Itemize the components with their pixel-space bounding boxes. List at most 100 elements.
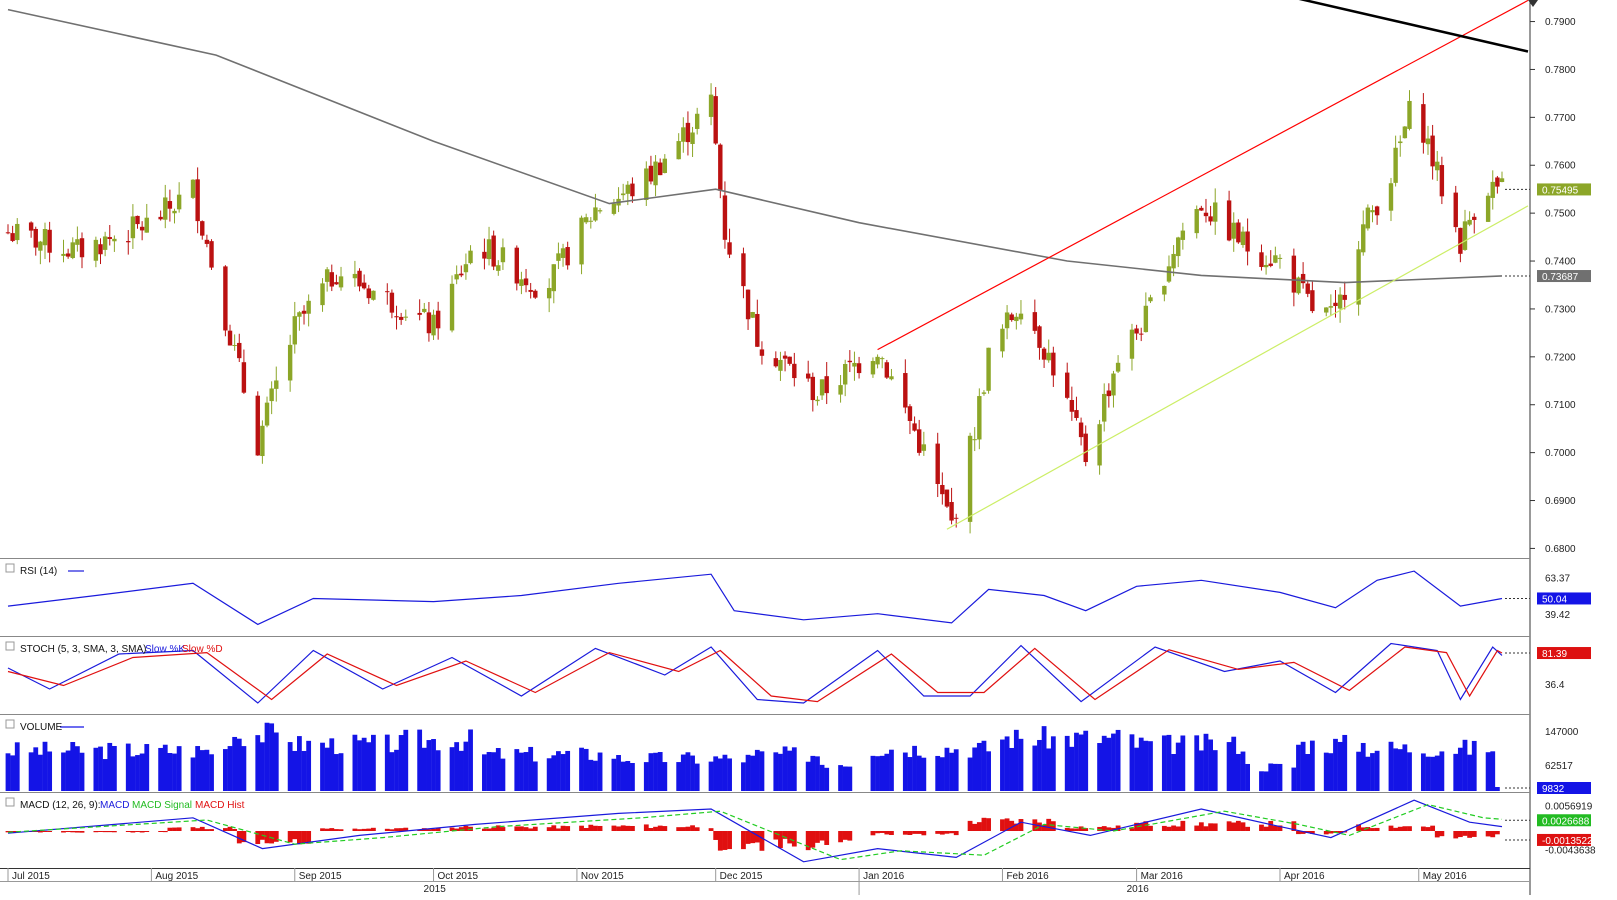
macd-hist-bar xyxy=(1143,821,1149,831)
candle-body xyxy=(329,272,334,287)
volume-bar xyxy=(847,766,853,791)
macd-hist-bar xyxy=(454,828,460,831)
volume-bar xyxy=(1240,751,1246,791)
macd-hist-bar xyxy=(93,831,99,833)
macd-hist-bar xyxy=(1291,821,1297,831)
volume-bar xyxy=(597,752,603,791)
price-tick-label: 0.7400 xyxy=(1545,257,1576,268)
volume-bar xyxy=(482,754,487,791)
candle-body xyxy=(954,517,959,519)
candle-body xyxy=(1458,227,1463,254)
moving-average-line xyxy=(7,8,1503,284)
macd-hist-bar xyxy=(1462,831,1468,836)
volume-bar xyxy=(546,758,552,791)
volume-bar xyxy=(10,755,16,791)
candle-body xyxy=(579,217,584,265)
macd-hist-bar xyxy=(329,828,335,831)
volume-bar xyxy=(514,749,520,791)
volume-bar xyxy=(421,747,427,791)
macd-hist-bar xyxy=(1259,824,1264,831)
volume-bar xyxy=(70,742,76,791)
candle-body xyxy=(648,165,654,182)
volume-bar xyxy=(403,729,409,791)
macd-hist-bar xyxy=(306,831,312,844)
macd-hist-bar xyxy=(486,828,492,831)
month-label: Mar 2016 xyxy=(1141,871,1184,882)
candle-body xyxy=(560,248,566,258)
candle-body xyxy=(556,253,561,261)
volume-bar xyxy=(167,753,173,791)
volume-bar xyxy=(611,758,617,791)
volume-bar xyxy=(287,742,293,791)
macd-hist-bar xyxy=(842,831,848,840)
macd-hist-bar xyxy=(1037,822,1042,831)
macd-legend: MACD xyxy=(100,800,129,811)
volume-bar xyxy=(1323,752,1329,791)
candle-body xyxy=(98,244,103,255)
candle-body xyxy=(403,316,408,318)
macd-hist-bar xyxy=(838,831,843,843)
candle-body xyxy=(1106,390,1112,397)
volume-bar xyxy=(986,751,991,791)
candle-body xyxy=(1037,326,1042,348)
volume-bar xyxy=(93,747,99,791)
candle-body xyxy=(15,223,20,241)
volume-bar xyxy=(819,764,825,791)
volume-bar xyxy=(1171,753,1176,791)
candle-body xyxy=(1213,202,1218,222)
candle-body xyxy=(528,289,533,292)
candle-body xyxy=(1421,104,1426,143)
macd-hist-bar xyxy=(1203,826,1209,831)
candle-body xyxy=(676,141,681,160)
candle-body xyxy=(657,162,663,176)
volume-bar xyxy=(838,765,843,791)
macd-hist-bar xyxy=(773,831,779,840)
candle-body xyxy=(431,314,436,336)
candle-body xyxy=(75,239,80,245)
volume-bar xyxy=(463,741,469,791)
candle-body xyxy=(1263,264,1269,268)
volume-bar xyxy=(1032,745,1038,791)
macd-hist-bar xyxy=(810,831,816,848)
macd-hist-bar xyxy=(1194,825,1200,831)
macd-hist-bar xyxy=(690,825,695,831)
macd-hist-bar xyxy=(722,831,728,850)
macd-hist-bar xyxy=(495,825,501,831)
candle-body xyxy=(70,242,75,259)
macd-hist-bar xyxy=(1430,825,1436,831)
macd-hist-bar xyxy=(195,828,201,831)
candle-body xyxy=(1194,209,1199,234)
macd-hist-bar xyxy=(426,829,432,831)
volume-bar xyxy=(389,752,395,791)
candle-body xyxy=(1000,328,1005,352)
volume-bar xyxy=(324,747,330,791)
volume-bar xyxy=(870,755,876,791)
macd-hist-bar xyxy=(523,827,529,831)
stoch-k-line xyxy=(7,642,1503,704)
macd-tick-label: -0.0043638 xyxy=(1545,846,1596,857)
macd-hist-bar xyxy=(588,824,594,831)
volume-bar xyxy=(1212,750,1218,791)
volume-bar xyxy=(708,761,714,791)
candle-body xyxy=(93,239,99,261)
candle-body xyxy=(1134,328,1139,334)
volume-bar xyxy=(1402,744,1408,791)
candle-body xyxy=(500,247,506,263)
volume-bar xyxy=(1259,771,1264,791)
macd-hist-bar xyxy=(519,826,524,831)
macd-hist-bar xyxy=(944,831,950,834)
candle-body xyxy=(426,312,432,334)
candle-body xyxy=(1388,183,1394,211)
volume-bar xyxy=(1231,736,1237,791)
macd-hist-bar xyxy=(1420,826,1426,831)
volume-bar xyxy=(907,757,913,791)
macd-hist-bar xyxy=(1328,831,1334,834)
volume-bar xyxy=(565,750,571,791)
volume-bar xyxy=(144,744,150,791)
macd-hist-bar xyxy=(620,825,626,831)
volume-bar xyxy=(1134,747,1139,791)
candle-body xyxy=(1291,255,1297,293)
macd-hist-bar xyxy=(324,828,330,831)
stoch-last-label: 81.39 xyxy=(1542,649,1567,660)
volume-bar xyxy=(190,757,196,791)
